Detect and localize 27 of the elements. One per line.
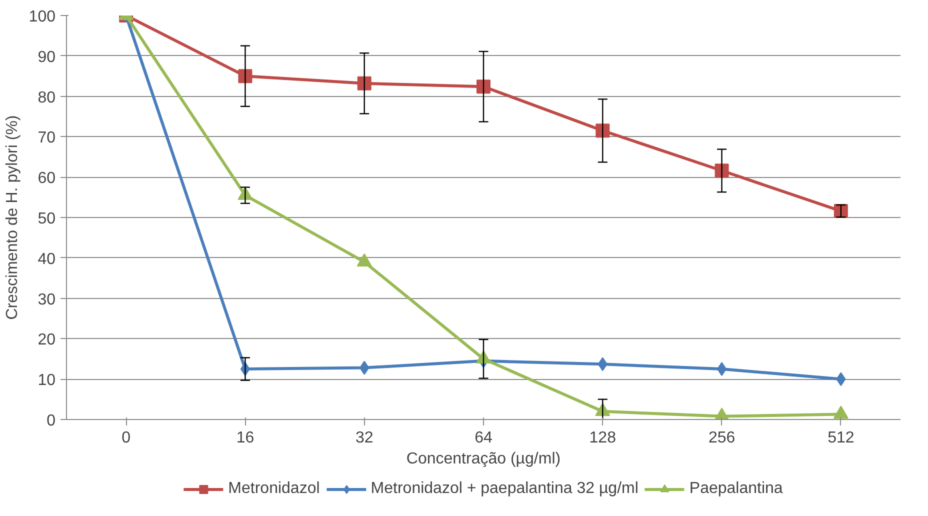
- x-axis-title: Concentração (µg/ml): [406, 450, 561, 468]
- x-tick-label: 16: [236, 430, 254, 446]
- x-tick-label: 512: [828, 430, 854, 446]
- y-tick-label: 80: [38, 89, 56, 106]
- y-tick-label: 30: [38, 291, 56, 308]
- y-tick-label: 0: [46, 412, 56, 430]
- x-tick-label: 128: [589, 430, 616, 446]
- legend-label: Metronidazol: [228, 480, 320, 498]
- x-tick-label: 0: [122, 430, 131, 446]
- y-axis-title: Crescimento de H. pylori (%): [4, 115, 21, 320]
- y-tick-label: 70: [38, 130, 56, 147]
- point: [476, 80, 490, 94]
- point: [716, 362, 727, 376]
- x-tick-label: 256: [708, 430, 736, 446]
- y-tick-label: 40: [38, 250, 56, 268]
- legend-label: Metronidazol + paepalantina 32 µg/ml: [370, 480, 638, 498]
- y-tick-label: 10: [38, 372, 56, 390]
- point: [357, 76, 372, 90]
- legend-label: Paepalantina: [689, 480, 783, 498]
- x-tick-label: 64: [474, 430, 492, 446]
- y-tick-label: 20: [38, 332, 56, 349]
- x-tick-label: 32: [355, 430, 374, 446]
- point: [596, 124, 610, 138]
- y-tick-label: 60: [38, 170, 56, 188]
- y-tick-label: 50: [38, 210, 56, 228]
- y-tick-label: 90: [38, 48, 56, 66]
- y-tick-label: 100: [28, 8, 56, 26]
